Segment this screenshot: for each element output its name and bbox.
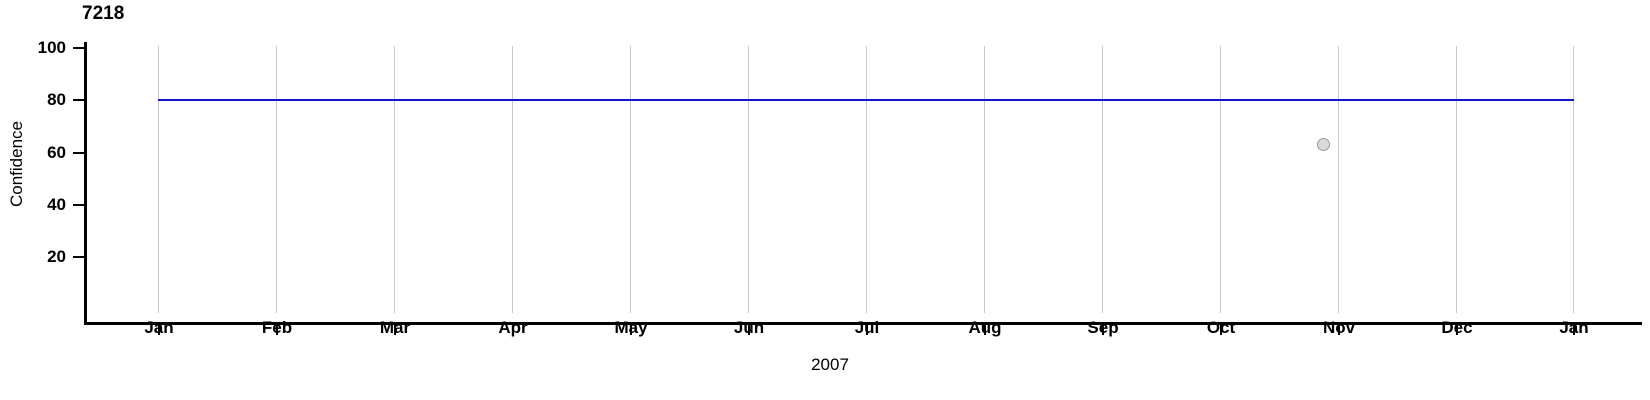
x-tick-mark-sep: [1102, 325, 1104, 335]
gridline-feb: [276, 46, 277, 313]
y-tick-mark-40: [73, 204, 84, 206]
chart-title: 7218: [82, 3, 125, 24]
y-axis-title: Confidence: [7, 121, 26, 208]
gridline-dec: [1456, 46, 1457, 313]
y-tick-label-100: 100: [37, 38, 66, 57]
gridline-nov: [1338, 46, 1339, 313]
x-tick-label-aug: Aug: [968, 318, 1002, 337]
x-tick-mark-nov: [1338, 325, 1340, 335]
x-axis-line: [84, 322, 1642, 325]
x-tick-label-feb: Feb: [261, 318, 293, 337]
x-tick-mark-mar: [394, 325, 396, 335]
x-tick-label-sep: Sep: [1087, 318, 1119, 337]
y-tick-label-20: 20: [47, 247, 66, 266]
gridline-jul: [866, 46, 867, 313]
gridline-sep: [1102, 46, 1103, 313]
x-tick-label-dec: Dec: [1441, 318, 1473, 337]
x-tick-label-jan: Jan: [144, 318, 174, 337]
y-tick-label-40: 40: [47, 195, 66, 214]
y-axis-line: [84, 42, 87, 325]
gridline-apr: [512, 46, 513, 313]
gridline-may: [630, 46, 631, 313]
x-tick-mark-may: [630, 325, 632, 335]
gridline-aug: [984, 46, 985, 313]
x-tick-label-jun: Jun: [733, 318, 765, 337]
x-tick-mark-apr: [512, 325, 514, 335]
y-tick-mark-100: [73, 47, 84, 49]
x-tick-label-jan-next: Jan: [1559, 318, 1589, 337]
x-tick-label-apr: Apr: [498, 318, 528, 337]
x-tick-label-may: May: [614, 318, 648, 337]
gridline-jan: [158, 46, 159, 313]
data-point-observation[interactable]: [1317, 138, 1330, 151]
x-tick-mark-jan: [158, 325, 160, 335]
y-tick-label-80: 80: [47, 90, 66, 109]
x-tick-mark-aug: [984, 325, 986, 335]
x-tick-label-jul: Jul: [854, 318, 880, 337]
gridline-jun: [748, 46, 749, 313]
gridline-oct: [1220, 46, 1221, 313]
y-tick-label-60: 60: [47, 143, 66, 162]
x-tick-mark-oct: [1220, 325, 1222, 335]
x-tick-mark-dec: [1456, 325, 1458, 335]
x-tick-label-oct: Oct: [1206, 318, 1236, 337]
y-tick-mark-20: [73, 256, 84, 258]
y-tick-mark-60: [73, 152, 84, 154]
x-axis-title: 2007: [811, 355, 849, 374]
x-tick-mark-feb: [276, 325, 278, 335]
series-threshold-line: [158, 99, 1574, 101]
x-tick-label-nov: Nov: [1322, 318, 1356, 337]
gridline-jan-next: [1573, 46, 1574, 313]
x-tick-label-mar: Mar: [379, 318, 411, 337]
x-tick-mark-jan-next: [1573, 325, 1575, 335]
x-tick-mark-jul: [866, 325, 868, 335]
gridline-mar: [394, 46, 395, 313]
x-tick-mark-jun: [748, 325, 750, 335]
y-tick-mark-80: [73, 99, 84, 101]
